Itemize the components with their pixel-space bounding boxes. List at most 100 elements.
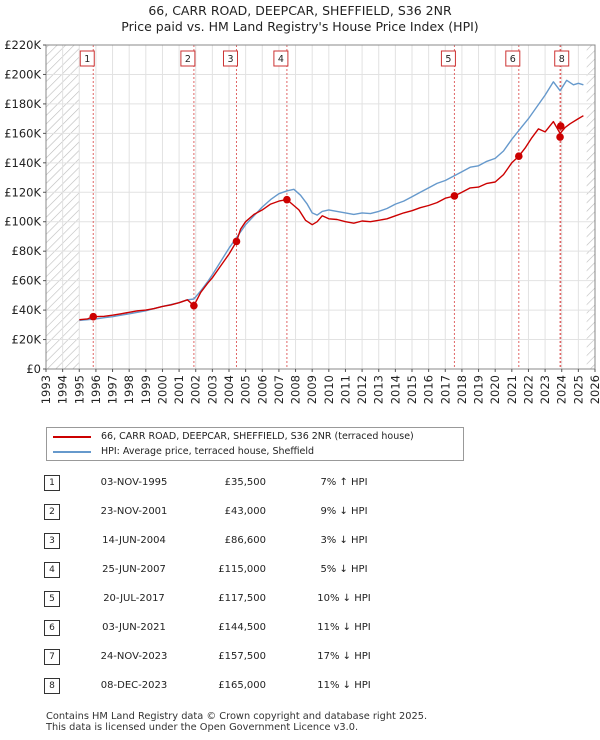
row-price: £157,500 (218, 651, 266, 662)
row-marker: 7 (44, 649, 60, 665)
x-tick-label: 1993 (39, 375, 53, 404)
transaction-number: 2 (185, 54, 191, 65)
x-tick-label: 2017 (438, 375, 452, 404)
legend-swatch-red (53, 435, 91, 438)
row-hpi: 7% ↑ HPI (320, 477, 368, 488)
transaction-number-box (180, 50, 196, 67)
table-row: 2 23-NOV-2001 £43,000 9% ↓ HPI (44, 502, 464, 522)
table-row: 1 03-NOV-1995 £35,500 7% ↑ HPI (44, 473, 464, 493)
x-tick-label: 2023 (538, 375, 552, 404)
table-row: 3 14-JUN-2004 £86,600 3% ↓ HPI (44, 531, 464, 551)
transaction-marker (515, 152, 523, 160)
legend-item-property: 66, CARR ROAD, DEEPCAR, SHEFFIELD, S36 2… (53, 430, 414, 444)
table-row: 8 08-DEC-2023 £165,000 11% ↓ HPI (44, 676, 464, 696)
x-tick-label: 2002 (189, 375, 203, 404)
y-tick-label: £100K (4, 215, 41, 229)
row-hpi: 11% ↓ HPI (317, 680, 371, 691)
x-tick-label: 2007 (272, 375, 286, 404)
row-marker: 5 (44, 591, 60, 607)
y-tick-label: £120K (4, 185, 41, 199)
row-hpi: 5% ↓ HPI (320, 564, 368, 575)
transaction-number: 1 (84, 54, 90, 65)
row-marker: 6 (44, 620, 60, 636)
y-tick-label: £180K (4, 97, 41, 111)
row-hpi: 17% ↓ HPI (317, 651, 371, 662)
legend-label-property: 66, CARR ROAD, DEEPCAR, SHEFFIELD, S36 2… (101, 431, 414, 442)
row-marker: 1 (44, 475, 60, 491)
x-tick-label: 2003 (205, 375, 219, 404)
transaction-number: 5 (445, 54, 451, 65)
transaction-number-box (440, 50, 456, 67)
row-price: £35,500 (224, 477, 266, 488)
transaction-number: 3 (227, 54, 233, 65)
transaction-number: 6 (510, 54, 516, 65)
row-hpi: 11% ↓ HPI (317, 622, 371, 633)
x-tick-label: 2008 (289, 375, 303, 404)
transaction-number-box (273, 50, 289, 67)
row-price: £165,000 (218, 680, 266, 691)
x-tick-label: 2014 (388, 375, 402, 404)
row-date: 20-JUL-2017 (103, 593, 165, 604)
transaction-number: 8 (559, 54, 565, 65)
x-tick-label: 2000 (155, 375, 169, 404)
y-tick-label: £0 (26, 362, 41, 376)
transaction-number-box (222, 50, 238, 67)
transaction-marker (232, 237, 241, 246)
transaction-marker (556, 133, 564, 141)
y-tick-label: £140K (4, 156, 41, 170)
row-price: £117,500 (218, 593, 266, 604)
row-date: 14-JUN-2004 (102, 535, 166, 546)
row-price: £144,500 (218, 622, 266, 633)
y-tick-label: £160K (4, 126, 41, 140)
transaction-marker (556, 122, 565, 130)
x-tick-label: 2024 (555, 375, 569, 404)
x-tick-label: 2021 (505, 375, 519, 404)
legend-item-hpi: HPI: Average price, terraced house, Shef… (53, 445, 314, 459)
row-date: 25-JUN-2007 (102, 564, 166, 575)
row-date: 24-NOV-2023 (100, 651, 168, 662)
legend-label-hpi: HPI: Average price, terraced house, Shef… (101, 446, 315, 457)
x-tick-label: 2022 (521, 375, 535, 404)
x-tick-label: 2001 (172, 375, 186, 404)
y-tick-label: £20K (12, 333, 42, 347)
footer-copyright: Contains HM Land Registry data © Crown c… (46, 711, 428, 722)
row-hpi: 3% ↓ HPI (320, 535, 368, 546)
plot-frame (45, 44, 596, 370)
table-row: 4 25-JUN-2007 £115,000 5% ↓ HPI (44, 560, 464, 580)
row-date: 03-NOV-1995 (100, 477, 168, 488)
plot-area (46, 45, 595, 369)
x-tick-label: 2006 (255, 375, 269, 404)
x-tick-label: 1996 (89, 375, 103, 404)
price-paid-line (79, 115, 584, 321)
x-tick-label: 2011 (338, 375, 352, 404)
transaction-marker (450, 192, 459, 200)
row-date: 23-NOV-2001 (100, 506, 168, 517)
row-price: £43,000 (224, 506, 266, 517)
y-tick-label: £80K (12, 244, 42, 258)
row-price: £115,000 (218, 564, 266, 575)
row-hpi: 10% ↓ HPI (317, 593, 371, 604)
chart-title: 66, CARR ROAD, DEEPCAR, SHEFFIELD, S36 2… (148, 3, 452, 18)
footer: Contains HM Land Registry data © Crown c… (46, 711, 427, 733)
y-tick-label: £200K (4, 67, 41, 81)
table-row: 5 20-JUL-2017 £117,500 10% ↓ HPI (44, 589, 464, 609)
x-tick-label: 1998 (122, 375, 136, 404)
x-tick-label: 2013 (372, 375, 386, 404)
transaction-number-box (505, 50, 521, 67)
x-tick-label: 2020 (488, 375, 502, 404)
x-tick-label: 2012 (355, 375, 369, 404)
x-tick-label: 1995 (72, 375, 86, 404)
transaction-marker (89, 312, 98, 321)
row-date: 08-DEC-2023 (100, 680, 168, 691)
x-tick-label: 2004 (222, 375, 236, 404)
x-tick-label: 1999 (139, 375, 153, 404)
legend: 66, CARR ROAD, DEEPCAR, SHEFFIELD, S36 2… (46, 427, 464, 461)
x-tick-label: 2025 (571, 375, 585, 404)
x-tick-label: 2010 (322, 375, 336, 404)
legend-swatch-blue (53, 450, 91, 453)
transaction-marker (190, 301, 198, 310)
row-marker: 4 (44, 562, 60, 578)
transaction-number-box (554, 50, 570, 67)
y-tick-label: £220K (4, 38, 41, 52)
row-marker: 3 (44, 533, 60, 549)
